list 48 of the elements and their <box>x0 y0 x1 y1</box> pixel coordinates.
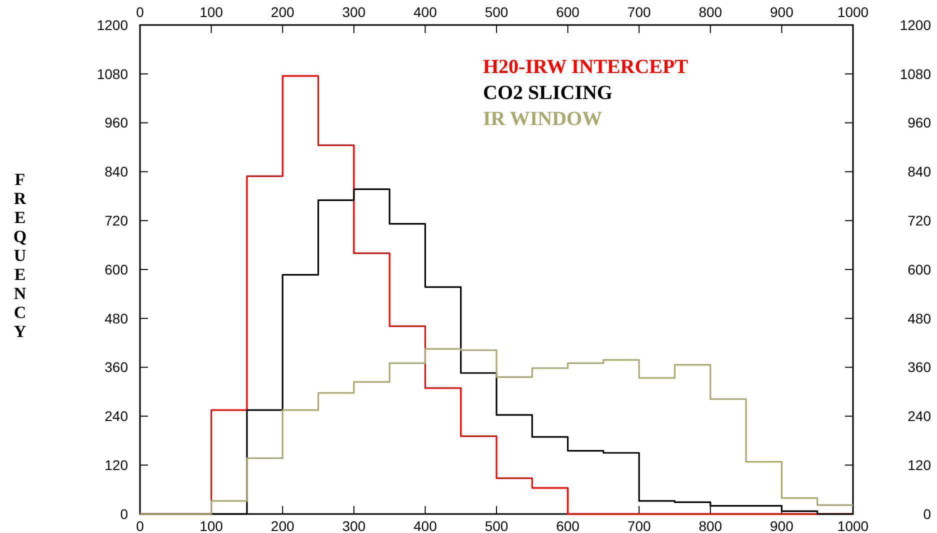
y-tick-label: 240 <box>104 408 128 424</box>
x-tick-label: 300 <box>342 518 366 533</box>
y-tick-label: 1080 <box>96 66 128 82</box>
x2-tick-label: 800 <box>698 4 722 20</box>
y2-tick-label: 1080 <box>900 66 932 82</box>
y2-tick-label: 1200 <box>900 16 932 33</box>
y-tick-label: 1200 <box>96 16 128 33</box>
x2-tick-label: 500 <box>484 4 508 20</box>
y-tick-label: 840 <box>104 164 128 180</box>
y2-tick-label: 960 <box>908 114 932 131</box>
x2-tick-label: 300 <box>342 4 366 20</box>
x2-tick-label: 700 <box>627 4 651 20</box>
x-tick-label: 800 <box>698 518 722 533</box>
y2-tick-label: 360 <box>908 359 932 376</box>
y-tick-label: 960 <box>104 114 128 131</box>
x-tick-label: 900 <box>770 518 794 533</box>
y-tick-label: 0 <box>120 506 128 522</box>
y-tick-label: 360 <box>104 359 128 376</box>
y-tick-label: 120 <box>104 457 128 473</box>
text: CO2 SLICING <box>483 82 613 104</box>
x-tick-label: 200 <box>270 518 294 533</box>
x-tick-label: 700 <box>627 518 651 533</box>
y2-tick-label: 240 <box>908 408 932 424</box>
y2-tick-label: 840 <box>908 164 932 180</box>
x-tick-label: 400 <box>414 518 438 533</box>
y2-tick-label: 0 <box>923 506 932 522</box>
x2-tick-label: 400 <box>414 4 438 20</box>
x-tick-label: 100 <box>200 518 224 533</box>
x2-tick-label: 0 <box>136 4 144 20</box>
text: IR WINDOW <box>483 108 602 130</box>
y2-tick-label: 600 <box>908 261 932 278</box>
text: H20-IRW INTERCEPT <box>483 56 689 78</box>
y2-tick-label: 720 <box>908 212 932 228</box>
y2-tick-label: 120 <box>908 457 932 473</box>
x2-tick-label: 600 <box>556 4 580 20</box>
x2-tick-label: 1000 <box>837 4 869 20</box>
x-tick-label: 1000 <box>837 518 869 533</box>
x2-tick-label: 900 <box>770 4 794 20</box>
x2-tick-label: 100 <box>200 4 224 20</box>
x-tick-label: 500 <box>484 518 508 533</box>
y2-tick-label: 480 <box>908 310 932 326</box>
x-tick-label: 600 <box>556 518 580 533</box>
y-tick-label: 600 <box>104 261 128 278</box>
x-tick-label: 0 <box>136 518 144 533</box>
text: FREQUENCY <box>13 170 27 341</box>
x2-tick-label: 200 <box>270 4 294 20</box>
y-tick-label: 720 <box>104 212 128 228</box>
y-tick-label: 480 <box>104 310 128 326</box>
